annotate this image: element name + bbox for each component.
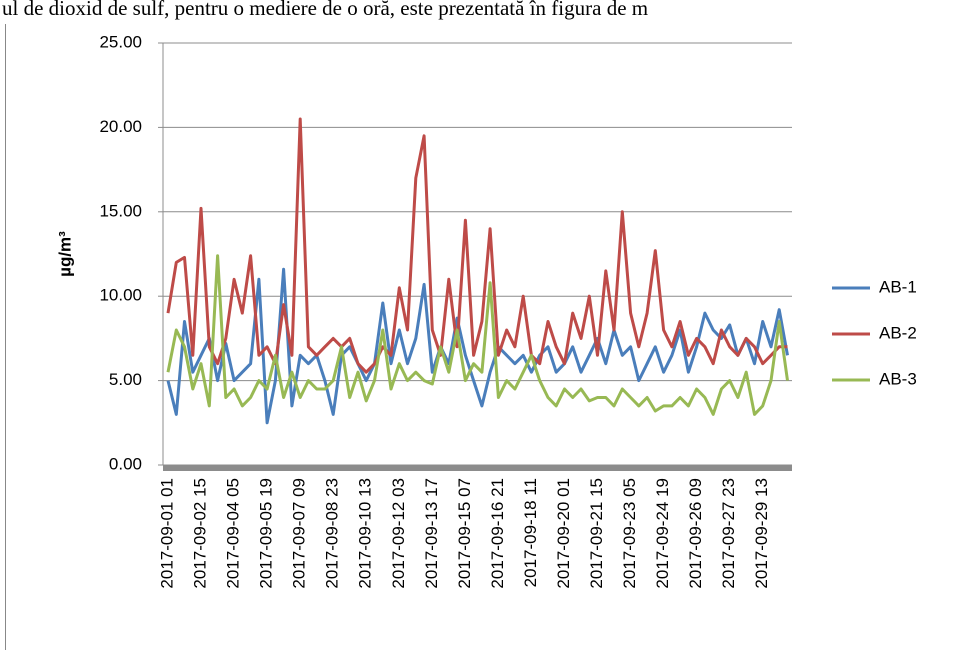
series-line — [166, 117, 788, 374]
y-tick-label: 25.00 — [99, 32, 142, 51]
x-tick-label: 2017-09-05 19 — [257, 478, 276, 589]
x-tick-label: 2017-09-04 05 — [224, 478, 243, 589]
series-line — [166, 267, 789, 425]
x-tick-label: 2017-09-24 19 — [653, 478, 672, 589]
x-tick-label: 2017-09-08 23 — [323, 478, 342, 589]
y-axis-label: µg/m³ — [55, 231, 74, 277]
x-tick-label: 2017-09-18 11 — [521, 478, 540, 587]
y-tick-label: 5.00 — [109, 370, 142, 389]
legend-label: AB-2 — [879, 323, 917, 342]
legend-label: AB-3 — [879, 369, 917, 388]
x-tick-label: 2017-09-26 09 — [686, 478, 705, 589]
y-tick-label: 0.00 — [109, 454, 142, 473]
x-axis — [163, 465, 792, 471]
x-tick-label: 2017-09-02 15 — [191, 478, 210, 589]
y-tick-label: 15.00 — [99, 201, 142, 220]
x-tick-label: 2017-09-21 15 — [587, 478, 606, 589]
x-tick-label: 2017-09-29 13 — [752, 478, 771, 589]
x-tick-label: 2017-09-12 03 — [389, 478, 408, 589]
x-tick-label: 2017-09-10 13 — [356, 478, 375, 589]
x-tick-label: 2017-09-27 23 — [719, 478, 738, 589]
y-tick-label: 20.00 — [99, 117, 142, 136]
x-tick-label: 2017-09-23 05 — [620, 478, 639, 589]
x-tick-label: 2017-09-01 01 — [157, 478, 176, 589]
x-tick-label: 2017-09-16 21 — [488, 478, 507, 589]
x-tick-label: 2017-09-07 09 — [290, 478, 309, 589]
y-tick-label: 10.00 — [99, 286, 142, 305]
x-tick-label: 2017-09-15 07 — [455, 478, 474, 589]
x-tick-label: 2017-09-20 01 — [554, 478, 573, 589]
series-line — [166, 254, 789, 416]
legend-label: AB-1 — [879, 277, 917, 296]
caption: ul de dioxid de sulf, pentru o mediere d… — [2, 0, 648, 20]
x-tick-label: 2017-09-13 17 — [422, 478, 441, 589]
